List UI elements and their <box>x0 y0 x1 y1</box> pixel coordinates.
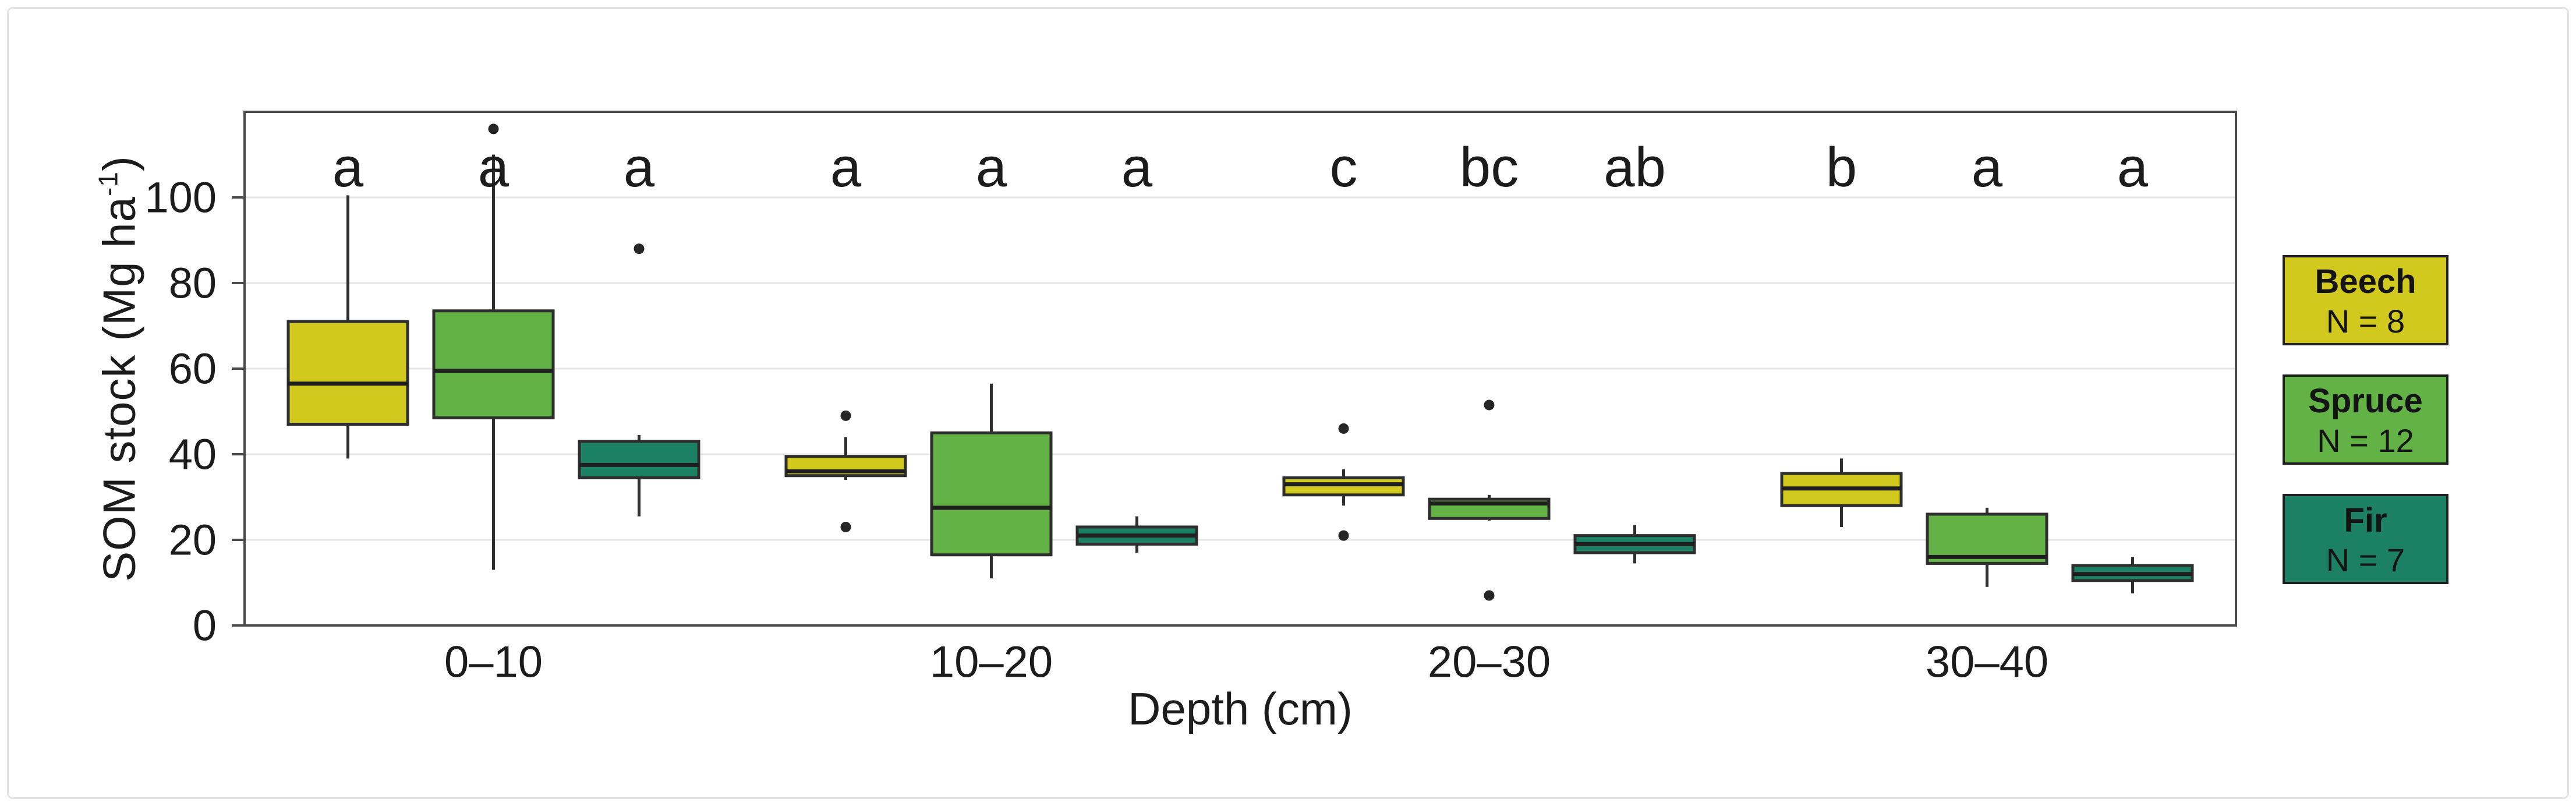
y-axis-title-text: SOM stock (Mg ha <box>93 196 145 582</box>
outlier-beech-3 <box>1338 530 1349 541</box>
legend-label: Fir <box>2344 501 2387 539</box>
legend-sample-size: N = 8 <box>2326 302 2405 340</box>
y-tick-label: 80 <box>169 259 217 307</box>
significance-letter: a <box>624 136 655 199</box>
legend-item-spruce: Spruce N = 12 <box>2283 374 2448 465</box>
y-tick-label: 20 <box>169 516 217 564</box>
x-axis-title: Depth (cm) <box>1128 683 1353 734</box>
significance-letter: a <box>1121 136 1153 199</box>
box-fir-1 <box>578 440 700 479</box>
x-category-label: 30–40 <box>1926 638 2048 687</box>
outlier-beech-2 <box>840 410 851 421</box>
legend-item-fir: Fir N = 7 <box>2283 494 2448 584</box>
box-spruce-2 <box>930 431 1053 557</box>
outlier-beech-2 <box>840 521 851 532</box>
significance-letter: ab <box>1604 136 1666 199</box>
legend-item-beech: Beech N = 8 <box>2283 255 2448 345</box>
x-category-label: 0–10 <box>444 638 543 687</box>
significance-letter: a <box>332 136 364 199</box>
significance-letter: a <box>2117 136 2149 199</box>
y-tick-label: 0 <box>193 602 217 650</box>
legend-sample-size: N = 12 <box>2317 422 2414 459</box>
box-spruce-1 <box>432 309 555 420</box>
significance-letter: a <box>830 136 862 199</box>
legend: Beech N = 8 Spruce N = 12 Fir N = 7 <box>2283 255 2448 613</box>
legend-label: Beech <box>2315 262 2416 301</box>
significance-letter: bc <box>1460 136 1519 199</box>
outlier-spruce-3 <box>1484 590 1495 601</box>
significance-letter: a <box>976 136 1007 199</box>
box-beech-1 <box>286 320 409 426</box>
significance-letter: c <box>1330 136 1358 199</box>
x-category-label: 20–30 <box>1428 638 1551 687</box>
outlier-beech-3 <box>1338 423 1349 434</box>
y-tick-label: 100 <box>145 174 217 222</box>
significance-letter: a <box>1972 136 2003 199</box>
significance-letter: b <box>1826 136 1857 199</box>
outlier-spruce-3 <box>1484 400 1495 411</box>
outlier-spruce-1 <box>488 123 499 135</box>
y-axis-title-suffix: ) <box>93 155 145 172</box>
legend-label: Spruce <box>2308 381 2423 420</box>
legend-sample-size: N = 7 <box>2326 541 2405 578</box>
y-axis-title: SOM stock (Mg ha-1) <box>93 155 146 582</box>
y-axis-title-superscript: -1 <box>93 171 123 197</box>
y-tick-label: 60 <box>169 345 217 393</box>
box-beech-3 <box>1282 476 1405 497</box>
significance-letter: a <box>478 136 509 199</box>
outlier-fir-1 <box>634 243 645 254</box>
panel-border <box>243 111 2237 627</box>
x-category-label: 10–20 <box>930 638 1053 687</box>
y-tick-label: 40 <box>169 430 217 479</box>
